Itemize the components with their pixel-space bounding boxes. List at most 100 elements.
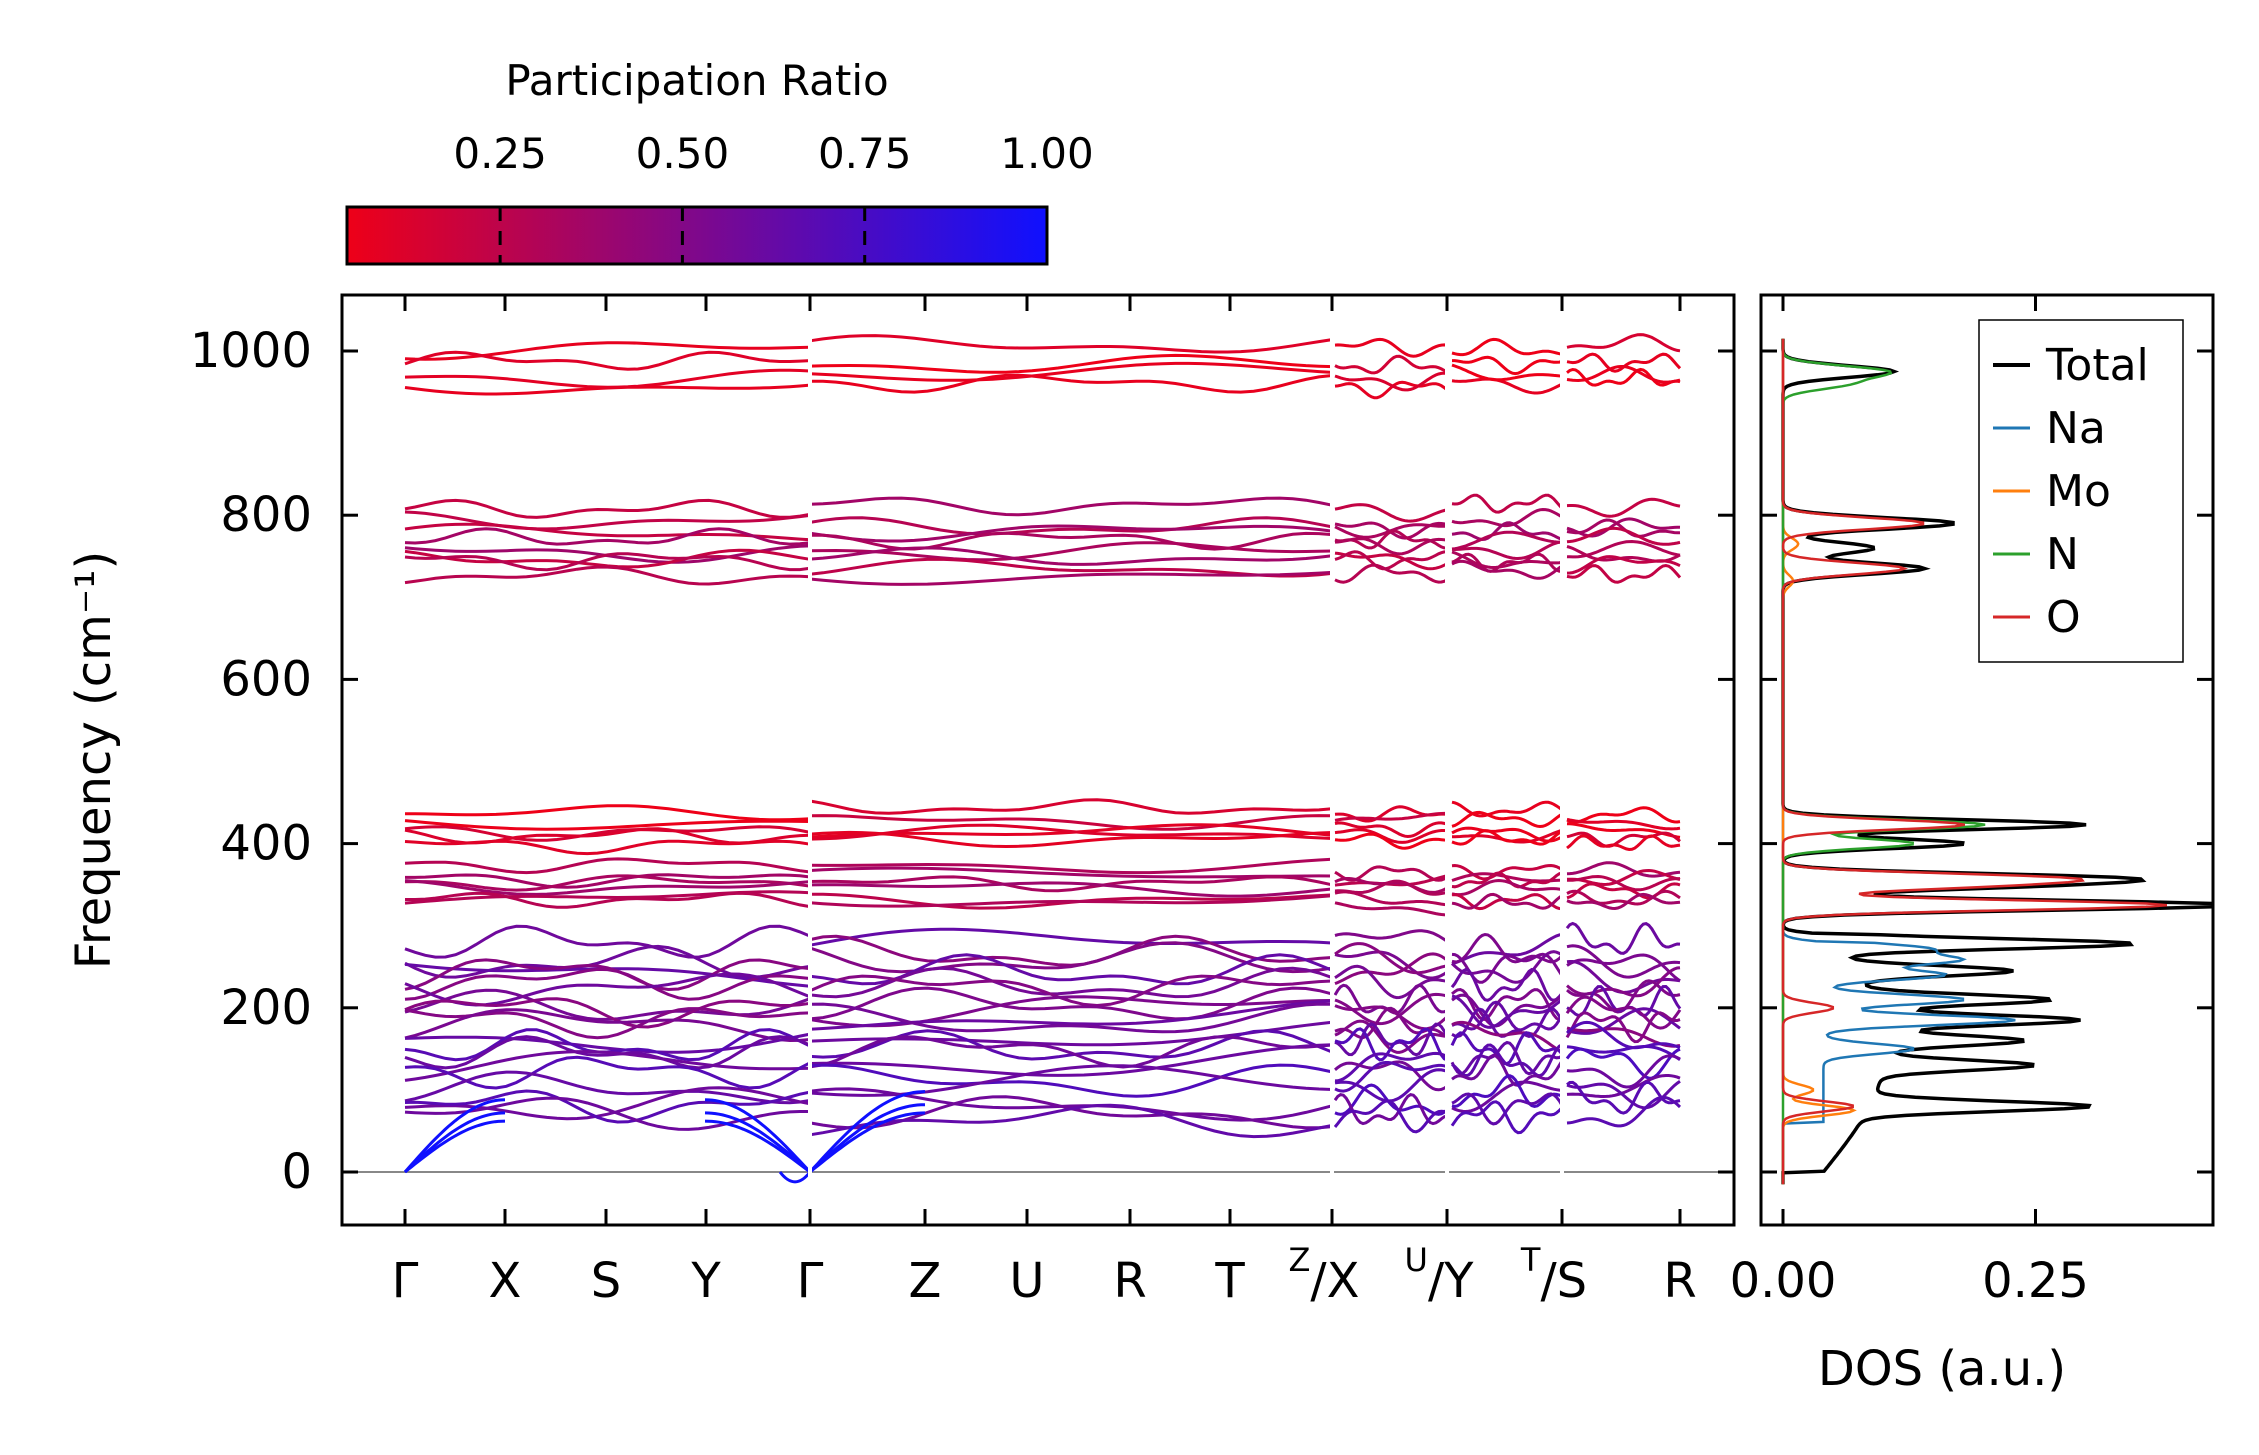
acoustic-branch [704, 1111, 811, 1174]
phonon-band [1333, 1099, 1448, 1134]
phonon-band [809, 353, 1333, 374]
band-x-ticks: Γ X S Y Γ Z U R T Z/X U/Y T/S R [392, 295, 1697, 1309]
legend-label: O [2046, 592, 2081, 643]
phonon-band [1451, 552, 1563, 573]
acoustic-branch [403, 1098, 506, 1173]
phonon-band [1334, 821, 1448, 839]
phonon-band [1334, 811, 1447, 822]
phonon-band [404, 958, 811, 992]
phonon-band [1334, 901, 1448, 917]
phonon-band [809, 881, 1333, 898]
phonon-band [1334, 1061, 1448, 1093]
phonon-band [1334, 929, 1448, 943]
phonon-band [1334, 1083, 1448, 1116]
phonon-band [809, 974, 1333, 1008]
acoustic-branch [704, 1119, 811, 1174]
colorbar-tick-label: 0.50 [636, 129, 730, 178]
phonon-band [1451, 987, 1563, 1022]
x-tick-label: Z [909, 1253, 942, 1309]
phonon-band [1334, 371, 1448, 392]
x-tick-label: Z/X [1289, 1241, 1360, 1309]
phonon-band [404, 510, 811, 531]
x-tick-label: U [1009, 1253, 1044, 1309]
phonon-band [809, 361, 1333, 382]
colorbar-tick-label: 0.25 [453, 129, 547, 178]
dos-x-tick-label: 0.25 [1982, 1253, 2089, 1309]
phonon-band [404, 1008, 811, 1043]
phonon-band [809, 1063, 1333, 1098]
y-tick-label: 200 [220, 980, 312, 1036]
phonon-band [1451, 1053, 1564, 1087]
phonon-band [809, 1035, 1333, 1069]
legend-label: Total [2045, 340, 2149, 391]
colorbar-ticks [498, 207, 867, 264]
phonon-band [1334, 551, 1448, 571]
phonon-band [404, 819, 811, 831]
phonon-band [1566, 834, 1681, 852]
acoustic-branch [808, 1090, 926, 1174]
x-tick-label: T/S [1520, 1241, 1587, 1309]
phonon-band [809, 546, 1333, 566]
phonon-band [1451, 550, 1563, 570]
x-tick-label: U/Y [1405, 1241, 1475, 1309]
phonon-band [404, 1096, 810, 1131]
phonon-band [1451, 559, 1563, 580]
x-tick-label: R [1663, 1253, 1696, 1309]
phonon-band [809, 1103, 1333, 1139]
x-tick-label: Γ [392, 1253, 419, 1309]
phonon-band [1566, 1095, 1682, 1128]
phonon-band [404, 839, 811, 856]
phonon-band [404, 879, 811, 896]
dos-axes-frame [1759, 293, 2215, 1227]
phonon-band [809, 927, 1333, 947]
dos-legend: Total Na Mo NO [1978, 319, 2184, 663]
phonon-bands [403, 333, 1682, 1184]
phonon-band [809, 857, 1333, 875]
phonon-band [1565, 995, 1682, 1030]
x-tick-label: X [489, 1253, 522, 1309]
phonon-band [1334, 337, 1448, 358]
phonon-band [1566, 806, 1681, 824]
phonon-band [1451, 507, 1563, 528]
phonon-band [404, 1050, 811, 1082]
phonon-band [404, 552, 811, 572]
phonon-band [1451, 829, 1563, 846]
phonon-band [1566, 817, 1681, 831]
acoustic-branch [809, 1111, 926, 1174]
phonon-band [1566, 889, 1681, 906]
phonon-band [1451, 878, 1563, 897]
legend-label: Mo [2046, 466, 2111, 517]
phonon-band [1452, 355, 1563, 376]
dos-panel: 0.00 0.25 DOS (a.u.) Total Na Mo NO [1730, 293, 2215, 1397]
colorbar-tick-labels: 0.25 0.50 0.75 1.00 [453, 129, 1093, 178]
x-tick-label: T [1214, 1253, 1245, 1309]
phonon-band [1451, 800, 1563, 818]
phonon-band [1451, 377, 1563, 395]
phonon-band [809, 524, 1333, 543]
phonon-band [1450, 1100, 1564, 1135]
colorbar-title: Participation Ratio [505, 56, 888, 105]
acoustic-branch [404, 1119, 506, 1174]
phonon-band [404, 522, 811, 542]
y-axis-label: Frequency (cm⁻¹) [66, 551, 122, 969]
phonon-band [1334, 890, 1448, 907]
phonon-band [404, 967, 811, 1001]
phonon-band [1565, 921, 1681, 955]
dos-x-tick-label: 0.00 [1730, 1253, 1837, 1309]
phonon-band [809, 1043, 1333, 1077]
phonon-band [809, 516, 1333, 536]
phonon-band [809, 999, 1333, 1031]
x-tick-label: S [591, 1253, 621, 1309]
phonon-band [1566, 892, 1681, 911]
legend-label: N [2046, 529, 2079, 580]
phonon-band [404, 944, 811, 979]
phonon-band [1334, 550, 1447, 571]
phonon-band [1451, 1092, 1564, 1126]
phonon-band [809, 830, 1333, 849]
phonon-band [1451, 493, 1564, 514]
phonon-band [404, 1055, 811, 1090]
phonon-band [1565, 1047, 1681, 1080]
phonon-band [809, 986, 1333, 1021]
phonon-band [1451, 363, 1563, 382]
